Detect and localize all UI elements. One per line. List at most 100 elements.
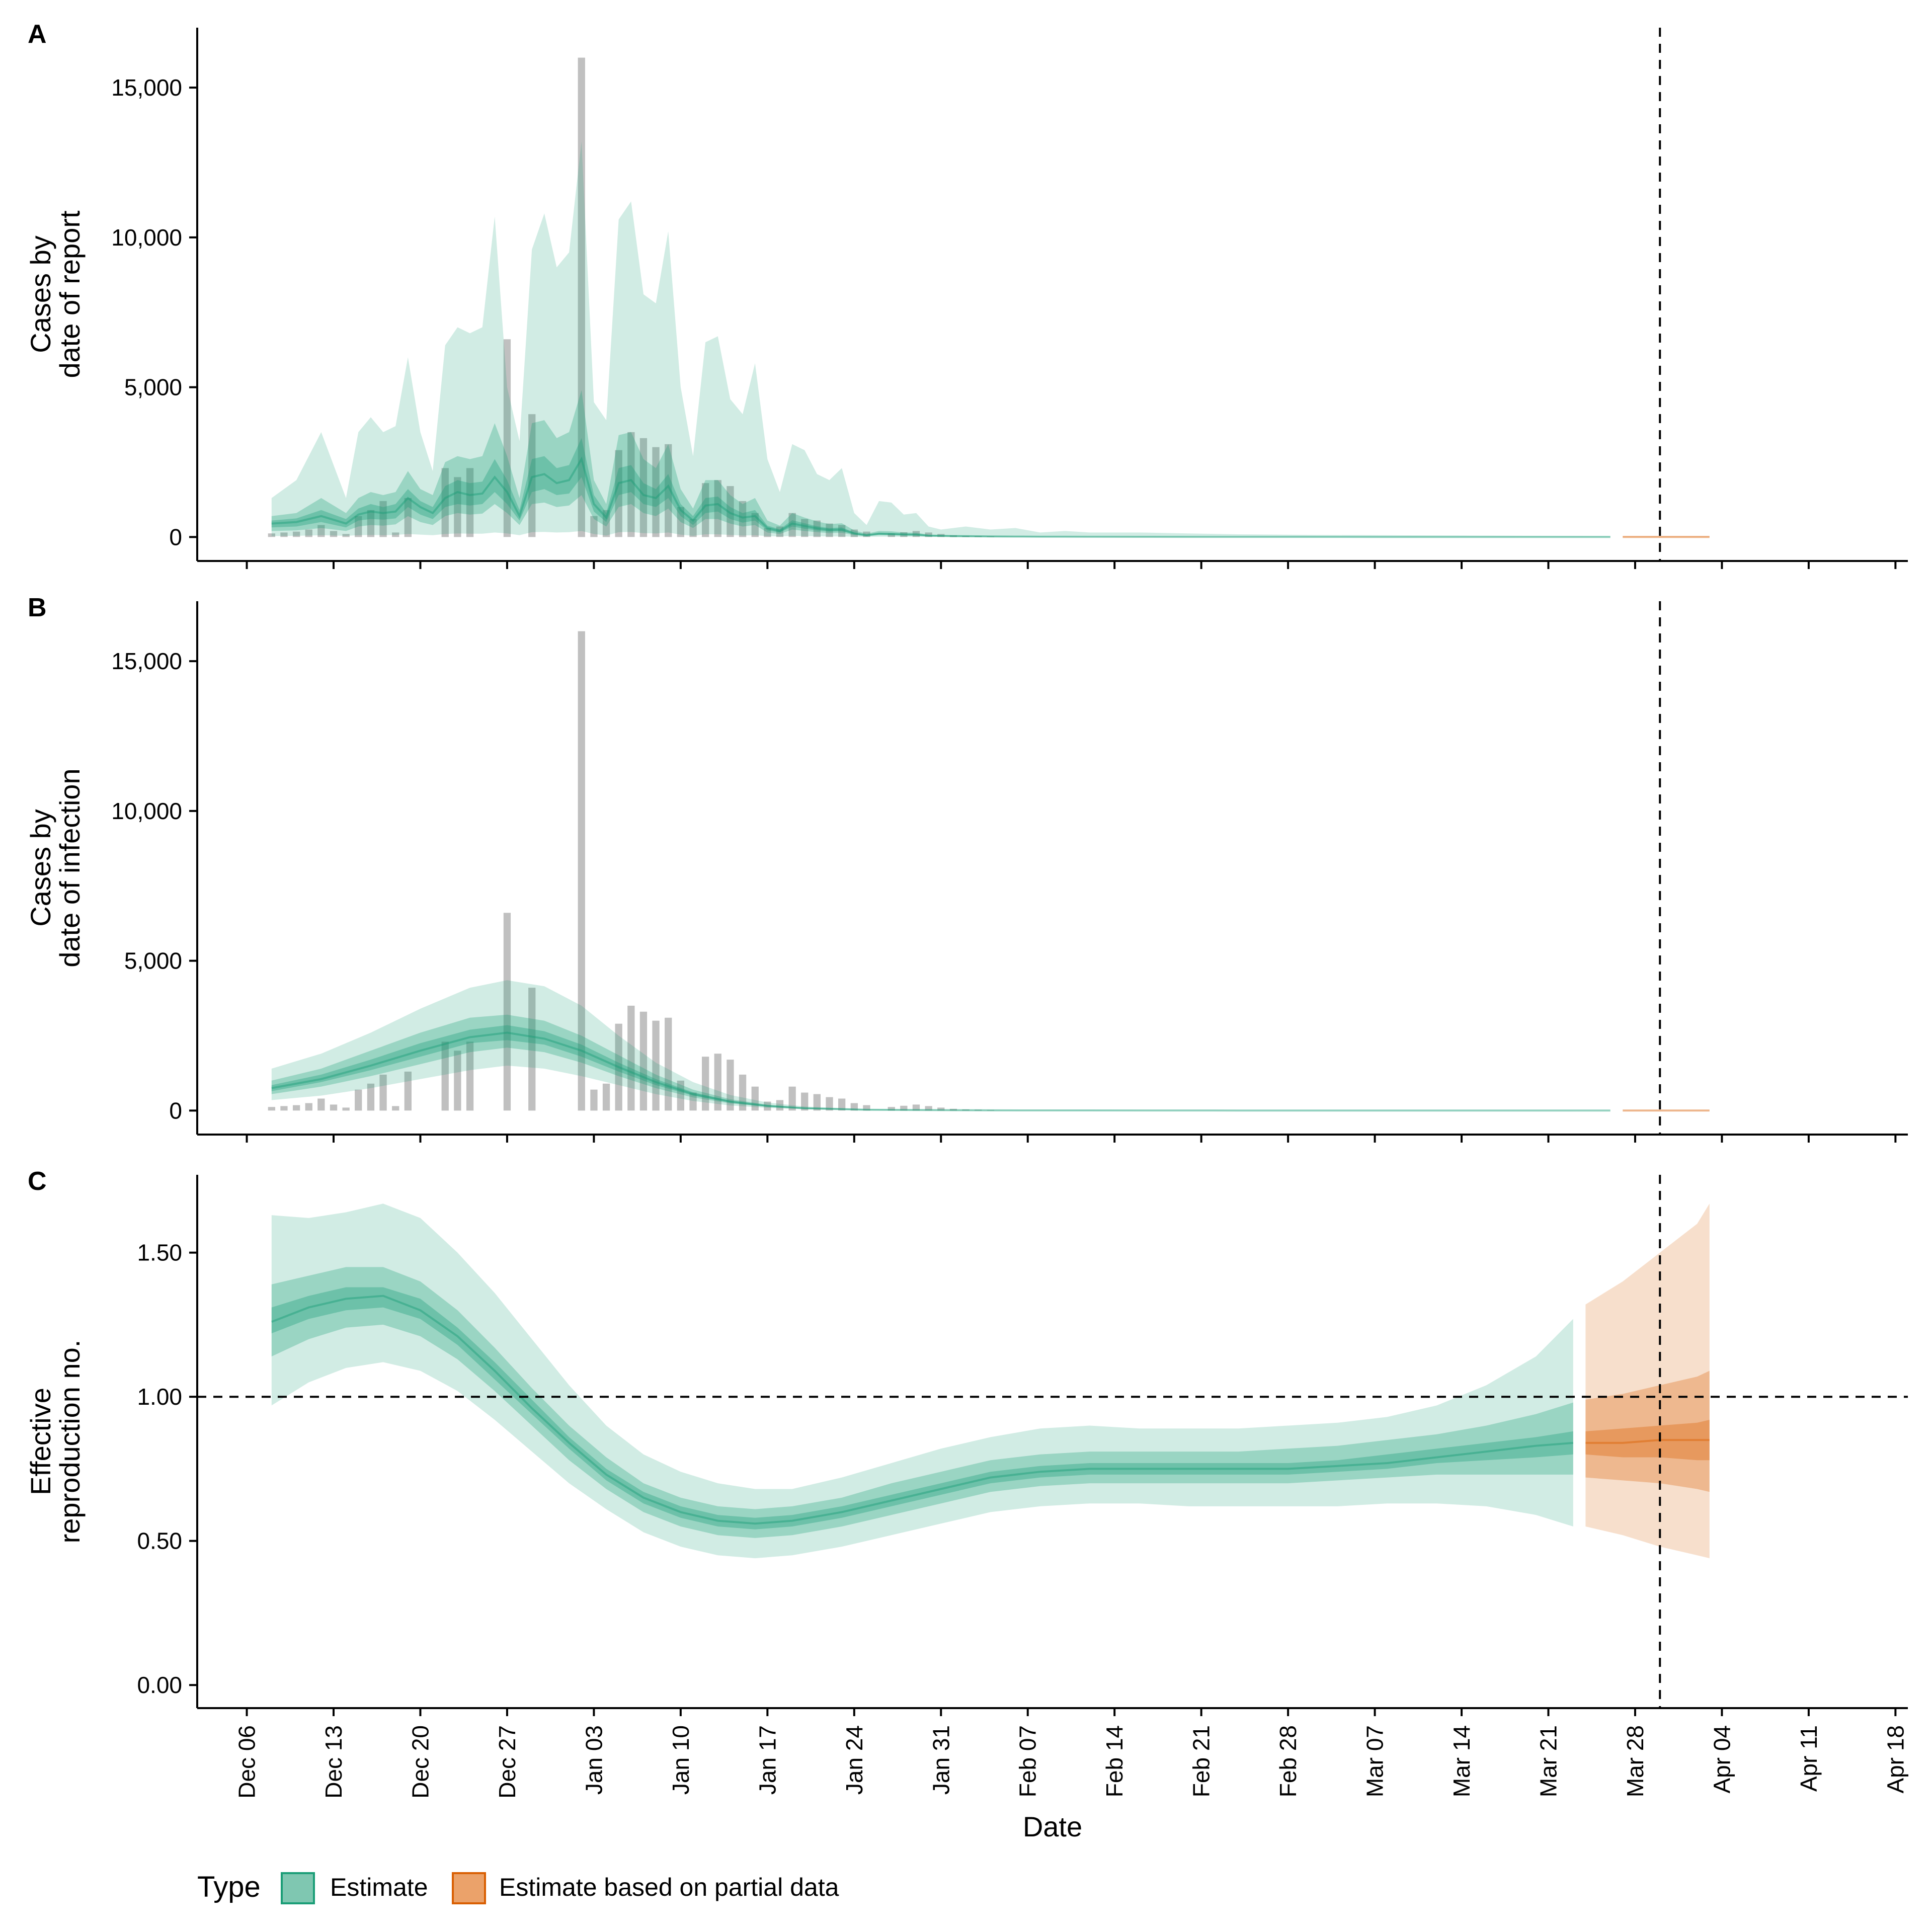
observed-cases-bar <box>330 1104 338 1111</box>
observed-cases-bar <box>925 1106 932 1111</box>
y-axis-title-line: Cases by <box>25 235 56 353</box>
observed-cases-bar <box>751 513 759 537</box>
observed-cases-bar <box>627 432 635 537</box>
observed-cases-bar <box>615 450 622 537</box>
observed-cases-bar <box>466 1041 474 1111</box>
observed-cases-bar <box>975 1109 982 1111</box>
y-axis-title-line: Cases by <box>25 809 56 926</box>
x-axis-title: Date <box>1023 1811 1082 1842</box>
x-tick-label: Apr 04 <box>1709 1725 1735 1794</box>
observed-cases-bar <box>342 534 350 537</box>
observed-cases-bar <box>788 513 796 537</box>
observed-cases-bar <box>293 531 300 537</box>
y-axis-title: Cases bydate of report <box>25 210 86 378</box>
estimate-median-line <box>271 1031 1611 1112</box>
observed-cases-bar <box>838 1098 846 1111</box>
observed-cases-bar <box>813 520 821 537</box>
observed-cases-bar <box>727 486 734 537</box>
observed-cases-bar <box>317 525 325 537</box>
partial-band-90 <box>1623 536 1710 537</box>
observed-cases-bar <box>404 498 412 537</box>
observed-cases-bar <box>305 1103 312 1111</box>
estimate-band-90 <box>271 980 1611 1111</box>
observed-cases-bar <box>689 519 697 537</box>
observed-cases-bar <box>503 913 511 1111</box>
observed-cases-bar <box>813 1094 821 1111</box>
observed-cases-bar <box>702 1057 709 1111</box>
y-tick-label: 1.00 <box>137 1384 182 1410</box>
observed-cases-bar <box>863 1105 870 1111</box>
x-tick-label: Mar 21 <box>1536 1725 1562 1797</box>
observed-cases-bar <box>776 526 784 537</box>
observed-cases-bar <box>280 1106 288 1111</box>
observed-cases-bar <box>826 1097 833 1111</box>
observed-cases-bar <box>454 477 461 537</box>
x-tick-label: Jan 17 <box>754 1725 780 1795</box>
legend-title: Type <box>197 1871 261 1903</box>
observed-cases-bar <box>280 532 288 537</box>
estimate-band-20 <box>271 1287 1573 1530</box>
observed-cases-bar <box>962 536 970 537</box>
observed-cases-bar <box>404 1071 412 1111</box>
observed-cases-bar <box>367 1083 375 1111</box>
observed-cases-bar <box>528 988 536 1111</box>
observed-cases-bar <box>466 468 474 537</box>
panel-c: 0.00 0.50 1.00 1.50 C Effectivereproduction n… <box>25 1167 1908 1716</box>
observed-cases-bar <box>590 1089 598 1111</box>
observed-cases-bar <box>987 536 994 537</box>
x-tick-label: Mar 28 <box>1622 1725 1648 1797</box>
observed-cases-bar <box>850 1103 858 1111</box>
observed-cases-bar <box>528 414 536 537</box>
x-tick-label: Mar 14 <box>1448 1725 1475 1797</box>
panel-a: 0 5,000 10,000 15,000 A Cases bydate of repor… <box>25 20 1908 569</box>
x-tick-label: Dec 06 <box>234 1725 260 1799</box>
observed-cases-bar <box>751 1086 759 1111</box>
x-tick-label: Feb 14 <box>1101 1725 1128 1797</box>
x-tick-label: Jan 24 <box>841 1725 867 1795</box>
observed-cases-bar <box>627 1005 635 1111</box>
observed-cases-bar <box>850 529 858 537</box>
y-tick-label: 0 <box>169 524 182 550</box>
x-tick-label: Dec 20 <box>407 1725 433 1799</box>
observed-cases-bar <box>702 483 709 537</box>
legend-key-estimate <box>281 1872 315 1904</box>
x-tick-label: Feb 07 <box>1015 1725 1041 1797</box>
observed-cases-bar <box>305 529 312 537</box>
y-axis-title: Effectivereproduction no. <box>25 1340 86 1544</box>
observed-cases-bar <box>379 501 387 537</box>
observed-cases-bar <box>503 339 511 537</box>
x-tick-label: Dec 13 <box>320 1725 347 1799</box>
y-axis-title-line: Effective <box>25 1388 56 1495</box>
partial-band-90 <box>1585 1203 1710 1559</box>
x-tick-label: Mar 07 <box>1362 1725 1388 1797</box>
observed-cases-bar <box>739 501 747 537</box>
observed-cases-bar <box>392 532 399 537</box>
y-axis-title-line: reproduction no. <box>54 1340 86 1544</box>
x-tick-label: Dec 27 <box>494 1725 520 1799</box>
observed-cases-bar <box>714 480 721 537</box>
y-tick-label: 15,000 <box>111 74 182 101</box>
legend: Type Estimate Estimate based on partial … <box>197 1871 839 1904</box>
observed-cases-bar <box>826 523 833 537</box>
x-tick-label: Jan 03 <box>581 1725 607 1795</box>
observed-cases-bar <box>392 1106 399 1111</box>
observed-cases-bar <box>379 1074 387 1111</box>
y-axis-title-line: date of report <box>54 210 86 378</box>
observed-cases-bar <box>863 531 870 537</box>
y-tick-label: 1.50 <box>137 1240 182 1266</box>
observed-cases-bar <box>788 1086 796 1111</box>
legend-label-estimate: Estimate <box>330 1873 428 1901</box>
partial-band-50 <box>1585 1371 1710 1492</box>
legend-label-partial: Estimate based on partial data <box>499 1873 839 1901</box>
observed-cases-bar <box>454 1051 461 1111</box>
partial-band-20 <box>1585 1420 1710 1461</box>
observed-cases-bar <box>962 1109 970 1111</box>
estimate-band-90 <box>271 141 1611 537</box>
y-tick-label: 5,000 <box>124 948 182 974</box>
observed-cases-bar <box>888 1107 895 1111</box>
observed-cases-bar <box>714 1054 721 1111</box>
observed-cases-bar <box>590 516 598 537</box>
observed-cases-bar <box>342 1107 350 1111</box>
